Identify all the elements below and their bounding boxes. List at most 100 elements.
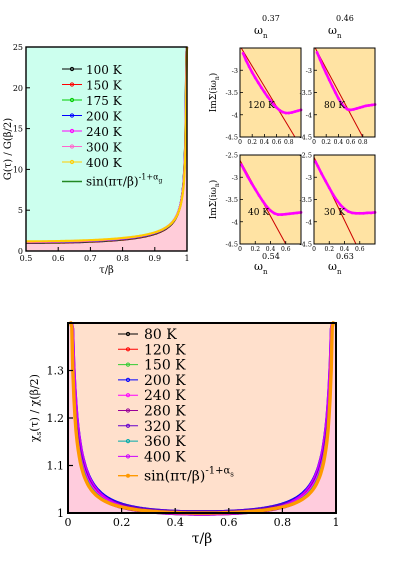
sigma-point <box>290 111 294 114</box>
ylabel-main: ImΣ(iω <box>208 187 219 219</box>
y-tick-label: -4 <box>232 111 238 119</box>
x-tick-label: 0.2 <box>324 246 334 253</box>
y-axis-label: ImΣ(iωn) <box>208 180 221 220</box>
legend-marker <box>69 128 75 134</box>
sigma-point <box>296 109 300 113</box>
sigma-point <box>362 211 365 215</box>
y-tick-label: 1 <box>57 507 64 520</box>
sigma-point <box>324 71 328 75</box>
y-tick-label: 1.3 <box>47 365 65 378</box>
legend-marker <box>69 97 75 103</box>
x-tick-label: 0.2 <box>250 246 260 253</box>
y-tick-label: -3.5 <box>225 196 238 204</box>
x-tick-label: 1 <box>333 516 340 529</box>
y-axis-label: G(τ) / G(β/2) <box>3 118 14 180</box>
x-tick-label: 0 <box>312 139 316 146</box>
legend-fit-label: sin(πτ/β)-1+αs <box>144 466 234 485</box>
omega-sub: n <box>263 268 268 276</box>
omega-label: ωn <box>328 24 342 40</box>
x-tick-label: 0.5 <box>20 254 33 263</box>
y-tick-label: 25 <box>13 43 23 52</box>
sigma-point <box>293 110 297 114</box>
chi-tau-chart: 0 0.2 0.4 0.6 0.8 111.11.21.3τ/βχs(τ) / χ(β/2… <box>28 321 340 547</box>
fit-line <box>240 47 296 138</box>
omega-sub: n <box>337 32 342 40</box>
sigma-point <box>241 51 245 55</box>
legend-label: 240 K <box>144 388 186 404</box>
legend-fit-label: sin(πτ/β)-1+αg <box>86 173 163 189</box>
y-tick-label: -4 <box>306 218 312 226</box>
legend-marker <box>69 82 75 87</box>
fit-exponent-sub: s <box>230 471 234 479</box>
omega-symbol: ω <box>328 24 337 37</box>
legend-marker <box>69 144 75 149</box>
legend-label: 150 K <box>144 358 186 374</box>
sigma-point <box>269 209 272 213</box>
x-tick-label: 0 <box>238 246 242 253</box>
series-line-320-K <box>69 322 335 512</box>
y-tick-label: -2.5 <box>225 152 238 160</box>
legend-label: 150 K <box>86 79 123 93</box>
x-tick-label: 0.4 <box>334 139 344 146</box>
legend-marker <box>125 331 131 337</box>
sigma-point <box>327 78 331 82</box>
fit-exponent: -1+α <box>139 173 159 182</box>
legend-label: 120 K <box>144 342 186 358</box>
sigma-point <box>346 108 349 111</box>
sigma-point <box>339 203 343 207</box>
y-tick-label: -3.5 <box>299 196 312 204</box>
legend-label: 200 K <box>86 110 123 124</box>
sigma-point <box>320 172 324 176</box>
legend-marker <box>125 393 131 398</box>
sigma-point <box>358 106 362 110</box>
sigma-point <box>256 81 260 85</box>
legend-marker <box>125 423 131 428</box>
omega-sub: n <box>263 32 268 40</box>
x-tick-label: 0.7 <box>84 254 97 263</box>
sigma-point <box>315 51 319 54</box>
sigma-point <box>265 205 269 209</box>
sigma-point <box>284 212 288 216</box>
y-tick-label: -4 <box>306 111 312 119</box>
ylabel-end: (τ) / χ(β/2) <box>28 374 41 432</box>
sigma-point <box>364 104 368 108</box>
y-tick-label: 5 <box>18 206 23 215</box>
x-tick-label: 0 <box>312 246 316 253</box>
x-tick-label: 0.6 <box>272 139 282 146</box>
sigma-point <box>272 211 276 215</box>
omega-label: ωn <box>328 260 342 276</box>
sigma-point <box>266 95 269 98</box>
legend-marker <box>125 377 131 382</box>
y-tick-label: -3 <box>232 67 238 75</box>
sigma-point <box>343 105 346 109</box>
legend-label: 300 K <box>86 141 123 155</box>
y-tick-label: -3 <box>232 174 238 182</box>
legend-fit-marker <box>126 473 130 478</box>
sigma-point <box>370 103 374 107</box>
sigma-point <box>333 91 337 94</box>
sigma-point <box>253 187 257 191</box>
fit-line <box>314 47 364 138</box>
x-tick-label: 0.2 <box>321 139 331 146</box>
sigma-point <box>361 105 365 109</box>
legend-marker <box>125 347 131 352</box>
series-line-400-K <box>69 322 335 516</box>
sigma-point <box>349 108 352 112</box>
panel-temp-label: 80 K <box>324 101 345 111</box>
sigma-point <box>281 110 285 114</box>
x-tick-label: 0.2 <box>113 516 131 529</box>
legend-marker <box>125 439 131 444</box>
sigma-point <box>275 106 278 110</box>
sigma-point <box>340 101 343 105</box>
legend-label: 200 K <box>144 373 186 389</box>
y-tick-label: -2.5 <box>299 152 312 160</box>
sigma-point <box>240 163 243 167</box>
y-tick-label: -3 <box>306 174 312 182</box>
plot-background <box>68 323 336 513</box>
y-tick-label: -4.5 <box>299 134 312 142</box>
sigma-point <box>358 211 362 215</box>
sigma-point <box>291 211 295 215</box>
x-tick-label: 0.8 <box>116 254 129 263</box>
y-tick-label: -4 <box>232 218 238 226</box>
